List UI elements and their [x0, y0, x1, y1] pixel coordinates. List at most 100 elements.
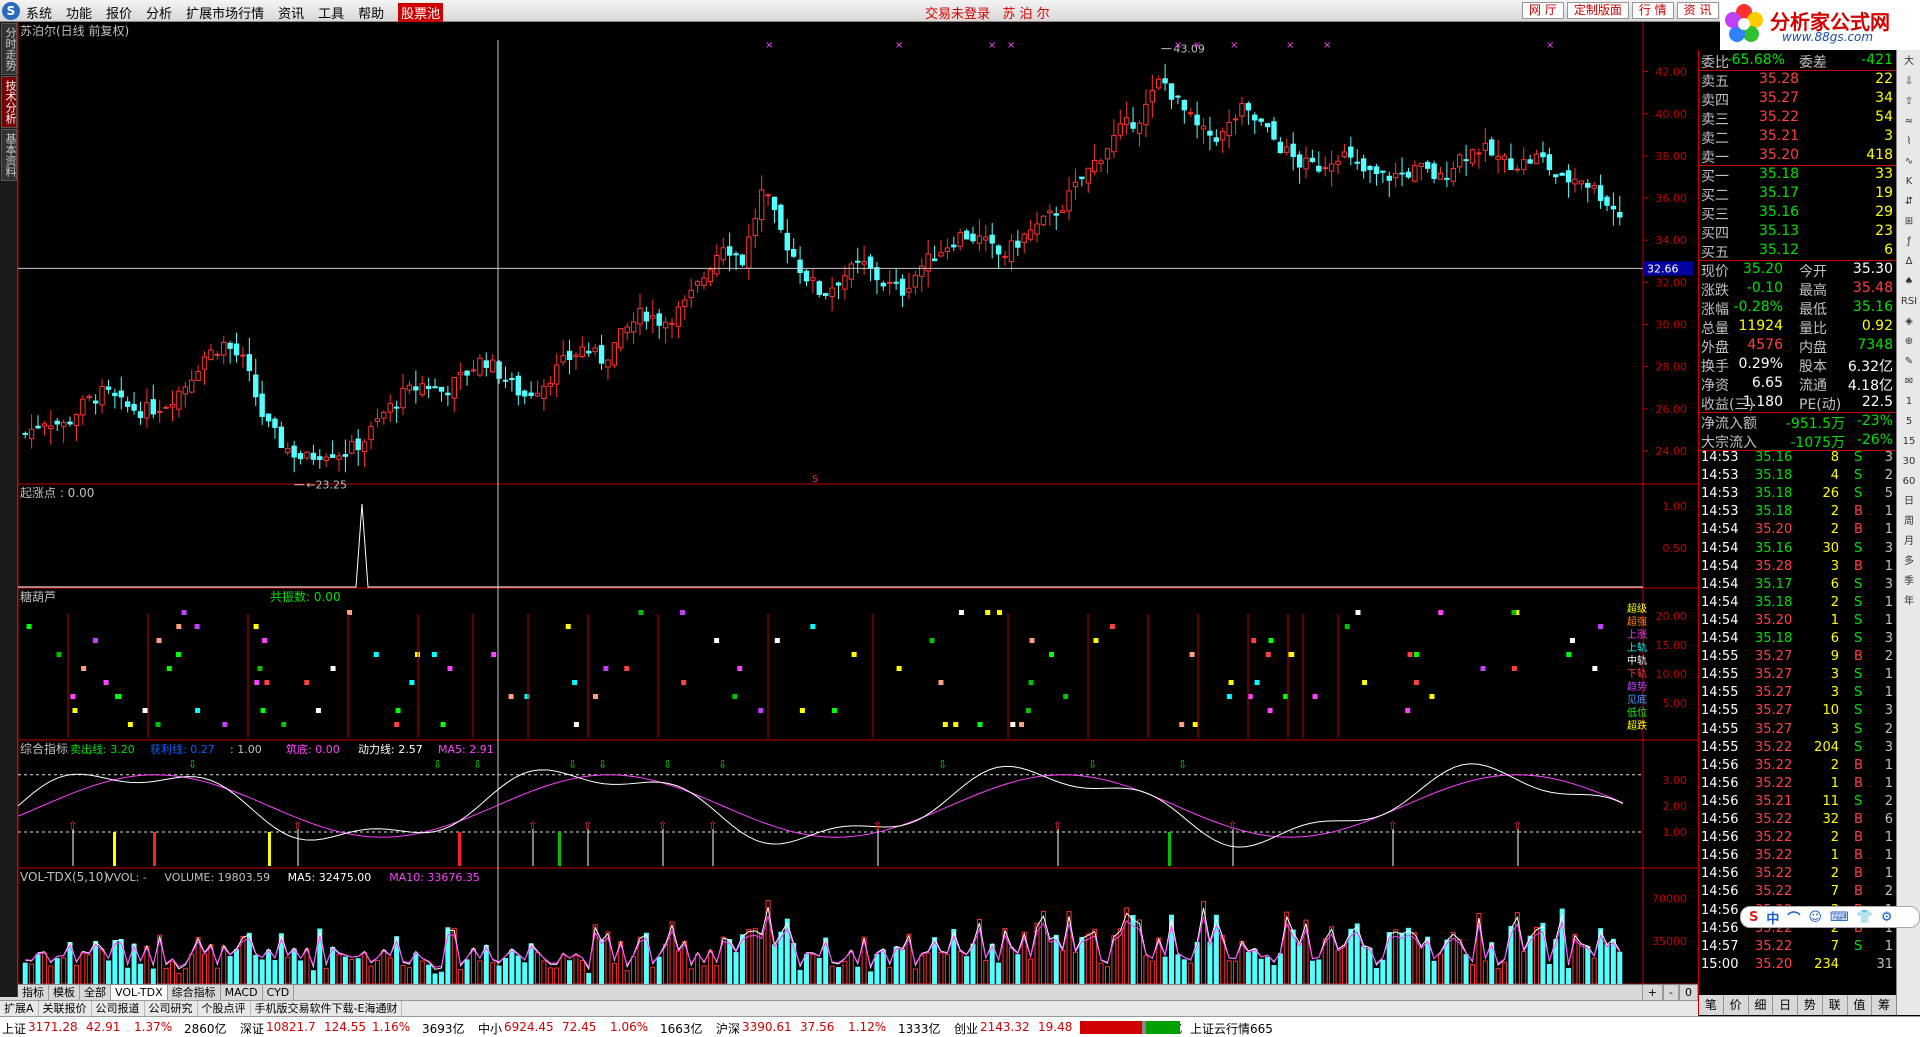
tool-button-18[interactable]: 5 — [1905, 416, 1913, 427]
menu-item-3[interactable]: 分析 — [146, 7, 173, 22]
tool-button-2[interactable]: ⇧ — [1904, 96, 1914, 107]
tool-button-14[interactable]: ⊕ — [1904, 336, 1914, 347]
tool-button-26[interactable]: 季 — [1904, 576, 1914, 587]
ime-button-4[interactable]: ⌨ — [1829, 909, 1849, 925]
top-right-button-3[interactable]: 资 讯 — [1676, 2, 1719, 19]
top-right-button-2[interactable]: 行 情 — [1631, 2, 1674, 19]
ime-button-1[interactable]: 中 — [1766, 911, 1780, 927]
candle-body — [586, 350, 592, 354]
tool-button-11[interactable]: ♠ — [1904, 276, 1914, 287]
candle-body — [355, 438, 361, 451]
info-tab-0[interactable]: 扩展A — [0, 1001, 39, 1016]
tool-button-8[interactable]: ⊞ — [1904, 216, 1914, 227]
quote-tab-4[interactable]: 势 — [1798, 995, 1823, 1015]
info-tab-5[interactable]: 手机版交易软件下载-E海通财 — [251, 1001, 403, 1016]
tool-button-16[interactable]: ✉ — [1904, 376, 1914, 387]
indicator-tab-3[interactable]: VOL-TDX — [111, 985, 168, 1000]
ticker-name[interactable]: 沪深 — [716, 1022, 741, 1036]
trade-login-status[interactable]: 交易未登录 — [925, 7, 991, 22]
tool-button-9[interactable]: ƒ — [1907, 236, 1911, 247]
tool-button-1[interactable]: ⇩ — [1904, 76, 1914, 87]
tool-button-23[interactable]: 周 — [1904, 516, 1914, 527]
zoom-button-0[interactable]: + — [1641, 985, 1664, 1000]
left-tab-0[interactable]: 分时走势 — [1, 23, 17, 75]
chart-area[interactable]: 苏泊尔(日线 前复权) 42.00 40.00 38.00 36.00 34.00 32.0… — [17, 22, 1698, 997]
app-logo-icon[interactable]: S — [2, 2, 20, 20]
indicator-tab-1[interactable]: 模板 — [49, 985, 80, 1000]
tool-button-20[interactable]: 30 — [1902, 456, 1916, 467]
ime-button-6[interactable]: ⚙ — [1880, 909, 1893, 925]
ime-button-5[interactable]: 👕 — [1856, 909, 1873, 925]
tool-button-27[interactable]: 年 — [1904, 596, 1914, 607]
tool-button-5[interactable]: ∿ — [1904, 156, 1914, 167]
indicator-tab-0[interactable]: 指标 — [18, 985, 49, 1000]
quote-tab-5[interactable]: 联 — [1823, 995, 1848, 1015]
menu-item-6[interactable]: 工具 — [318, 7, 345, 22]
tool-button-12[interactable]: RSI — [1900, 296, 1918, 307]
ticker-name[interactable]: 中小 — [478, 1022, 503, 1036]
quote-tab-0[interactable]: 笔 — [1699, 995, 1724, 1015]
quote-tab-2[interactable]: 细 — [1749, 995, 1774, 1015]
tool-button-3[interactable]: ≈ — [1904, 116, 1914, 127]
panel4-down-arrow: ⇩ — [718, 758, 727, 771]
panel2-tick: 1.00 — [1663, 500, 1688, 513]
tool-button-25[interactable]: 多 — [1904, 556, 1914, 567]
info-tab-1[interactable]: 关联报价 — [39, 1001, 92, 1016]
tool-button-24[interactable]: 月 — [1904, 536, 1914, 547]
tool-button-0[interactable]: 大 — [1904, 56, 1914, 67]
info-tab-4[interactable]: 个股点评 — [198, 1001, 251, 1016]
ticker-name[interactable]: 上证 — [2, 1022, 27, 1036]
menu-item-2[interactable]: 报价 — [106, 7, 133, 22]
info-tab-2[interactable]: 公司报道 — [92, 1001, 145, 1016]
candle-body — [259, 393, 265, 417]
quote-tab-1[interactable]: 价 — [1724, 995, 1749, 1015]
ime-button-2[interactable]: ⌒ — [1787, 911, 1801, 927]
ime-button-3[interactable]: ☺ — [1808, 909, 1822, 925]
tool-button-22[interactable]: 日 — [1904, 496, 1914, 507]
tool-button-17[interactable]: 1 — [1905, 396, 1913, 407]
panel4-tick: 1.00 — [1663, 826, 1688, 839]
flow-row-0: 净流入额 -951.5万 -23% — [1699, 413, 1897, 432]
ime-toolbar[interactable]: S 中 ⌒ ☺ ⌨ 👕 ⚙ — [1740, 906, 1920, 928]
indicator-tab-4[interactable]: 综合指标 — [168, 985, 221, 1000]
indicator-tab-2[interactable]: 全部 — [80, 985, 111, 1000]
indicator-tab-5[interactable]: MACD — [221, 985, 263, 1000]
candle-body — [1521, 159, 1527, 171]
top-right-button-1[interactable]: 定制版面 — [1566, 2, 1629, 19]
volume-bar — [803, 953, 809, 985]
menu-item-7[interactable]: 帮助 — [358, 7, 385, 22]
volume-bar — [310, 970, 316, 985]
menu-item-1[interactable]: 功能 — [66, 7, 93, 22]
left-tab-2[interactable]: 基本资料 — [1, 129, 17, 181]
ime-button-0[interactable]: S — [1749, 909, 1759, 925]
menu-item-4[interactable]: 扩展市场行情 — [186, 7, 265, 22]
tool-button-4[interactable]: ⌇ — [1906, 136, 1912, 147]
volume-bar — [509, 949, 515, 985]
zoom-button-1[interactable]: - — [1663, 985, 1679, 1000]
trade-status[interactable]: 交易未登录 苏 泊 尔 — [925, 3, 1050, 22]
ticker-name[interactable]: 创业 — [954, 1022, 979, 1036]
stat-value: 4576 — [1747, 337, 1783, 353]
tool-button-10[interactable]: ∆ — [1905, 256, 1913, 267]
tool-button-13[interactable]: ◈ — [1905, 316, 1913, 327]
menu-item-stock-pool[interactable]: 股票池 — [398, 3, 444, 22]
tool-button-7[interactable]: ⇵ — [1904, 196, 1914, 207]
quote-tab-6[interactable]: 值 — [1848, 995, 1873, 1015]
menu-item-5[interactable]: 资讯 — [278, 7, 305, 22]
quote-tab-3[interactable]: 日 — [1773, 995, 1798, 1015]
indicator-tab-6[interactable]: CYD — [263, 985, 295, 1000]
left-tab-1[interactable]: 技术分析 — [1, 76, 17, 128]
menu-item-0[interactable]: 系统 — [26, 7, 53, 22]
tool-button-19[interactable]: 15 — [1902, 436, 1916, 447]
info-tab-3[interactable]: 公司研究 — [145, 1001, 198, 1016]
tool-button-6[interactable]: K — [1905, 176, 1913, 187]
ticker-tail[interactable]: 上证云行情665 — [1190, 1022, 1273, 1036]
zoom-button-2[interactable]: 0 — [1679, 985, 1698, 1000]
tool-button-21[interactable]: 60 — [1902, 476, 1916, 487]
ticker-name[interactable]: 深证 — [240, 1022, 265, 1036]
top-right-button-0[interactable]: 网 厅 — [1522, 2, 1564, 19]
chart-svg[interactable]: 苏泊尔(日线 前复权) 42.00 40.00 38.00 36.00 34.00 32.0… — [17, 22, 1698, 997]
tick-time: 14:54 — [1701, 558, 1739, 574]
quote-tab-7[interactable]: 筹 — [1872, 995, 1897, 1015]
tool-button-15[interactable]: ✎ — [1904, 356, 1914, 367]
